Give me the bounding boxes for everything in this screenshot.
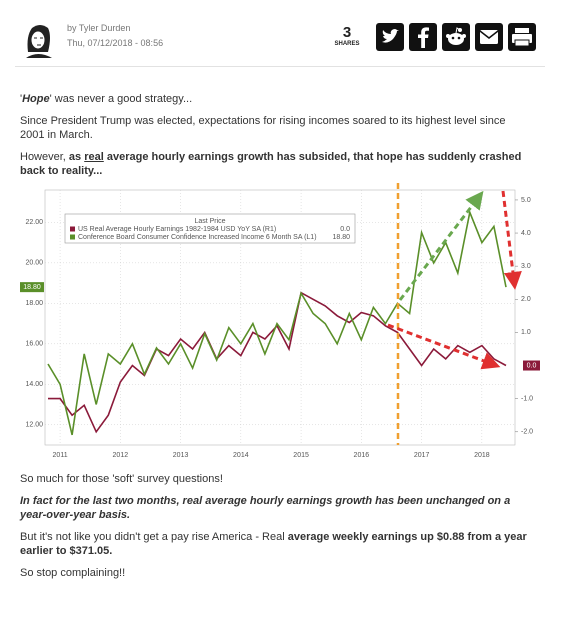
share-count: 3 [342, 24, 352, 41]
paragraph: In fact for the last two months, real av… [20, 494, 532, 522]
text: ' was never a good strategy... [49, 93, 193, 105]
y-tick-label: 16.00 [25, 341, 43, 348]
last-value-box [20, 282, 44, 293]
legend [64, 213, 356, 244]
facebook-button[interactable] [409, 23, 437, 51]
y2-tick-label: 4.0 [521, 230, 531, 237]
x-tick-label: 2013 [173, 452, 189, 459]
paragraph: But it's not like you didn't get a pay r… [20, 530, 532, 558]
reddit-button[interactable] [442, 23, 470, 51]
date: Thu, 07/12/2018 - 08:56 [67, 38, 164, 48]
print-button[interactable] [508, 23, 536, 51]
text: So stop complaining!! [20, 567, 126, 579]
x-tick-label: 2011 [53, 452, 68, 459]
last-value-label: 0.0 [527, 362, 537, 369]
author: by Tyler Durden [67, 23, 131, 33]
plot-frame [44, 189, 516, 446]
x-tick-label: 2012 [113, 452, 129, 459]
y2-tick-label: 2.0 [521, 296, 531, 303]
y-tick-label: 14.00 [25, 381, 43, 388]
x-tick-label: 2015 [293, 452, 309, 459]
avatar [18, 18, 58, 58]
bold-text: as [68, 151, 85, 163]
annotation-arrow [387, 323, 501, 370]
text: So much for those 'soft' survey question… [20, 473, 223, 485]
paragraph: However, as real average hourly earnings… [20, 150, 532, 178]
y2-tick-label: 3.0 [521, 263, 531, 270]
series-line [47, 209, 507, 436]
header: by Tyler Durden Thu, 07/12/2018 - 08:56 … [0, 0, 563, 70]
legend-swatch [70, 234, 75, 240]
annotation-arrow [398, 190, 484, 301]
paragraph: So much for those 'soft' survey question… [20, 472, 532, 486]
emphasis: Hope [22, 93, 50, 105]
legend-title: Last Price [194, 218, 225, 225]
y2-tick-label: 5.0 [521, 197, 531, 204]
last-value-box [523, 360, 540, 371]
y-tick-label: 18.00 [25, 300, 43, 307]
divider [15, 66, 545, 67]
bold-text: average hourly earnings growth has subsi… [20, 151, 522, 177]
x-tick-label: 2018 [474, 452, 490, 459]
underlined-text: real [84, 151, 104, 163]
last-value-label: 18.80 [23, 284, 41, 291]
x-tick-label: 2014 [233, 452, 249, 459]
text: ' [20, 93, 23, 105]
legend-value: 0.0 [340, 226, 350, 233]
legend-value: 18.80 [332, 234, 350, 241]
text: Since President Trump was elected, expec… [20, 115, 506, 141]
y-tick-label: 22.00 [25, 219, 43, 226]
text: But it's not like you didn't get a pay r… [20, 531, 288, 543]
y-tick-label: 12.00 [25, 422, 43, 429]
share-label: SHARES [334, 41, 360, 47]
legend-label: Conference Board Consumer Confidence Inc… [78, 234, 317, 241]
y2-tick-label: -1.0 [521, 395, 533, 402]
chart: 2011 2012 2013 2014 2015 2016 2017 2018 12.00 14.… [20, 183, 545, 462]
legend-label: US Real Average Hourly Earnings 1982-198… [78, 226, 276, 233]
y2-tick-label: 1.0 [521, 329, 531, 336]
series-line [48, 291, 507, 434]
email-button[interactable] [475, 23, 503, 51]
paragraph: 'Hope' was never a good strategy... [20, 92, 532, 106]
emphasis: In fact for the last two months, real av… [20, 495, 511, 521]
y2-tick-label: -2.0 [521, 429, 533, 436]
annotation-arrow [501, 190, 522, 290]
x-tick-label: 2017 [414, 452, 430, 459]
bold-text: average weekly earnings up $0.88 from a … [20, 531, 527, 557]
paragraph: Since President Trump was elected, expec… [20, 114, 532, 142]
paragraph: So stop complaining!! [20, 566, 532, 580]
x-tick-label: 2016 [354, 452, 370, 459]
text: However, [20, 151, 69, 163]
twitter-button[interactable] [376, 23, 404, 51]
legend-swatch [70, 226, 75, 232]
y-tick-label: 20.00 [25, 260, 43, 267]
article: 'Hope' was never a good strategy... Sinc… [20, 92, 545, 588]
share-buttons [376, 23, 536, 51]
